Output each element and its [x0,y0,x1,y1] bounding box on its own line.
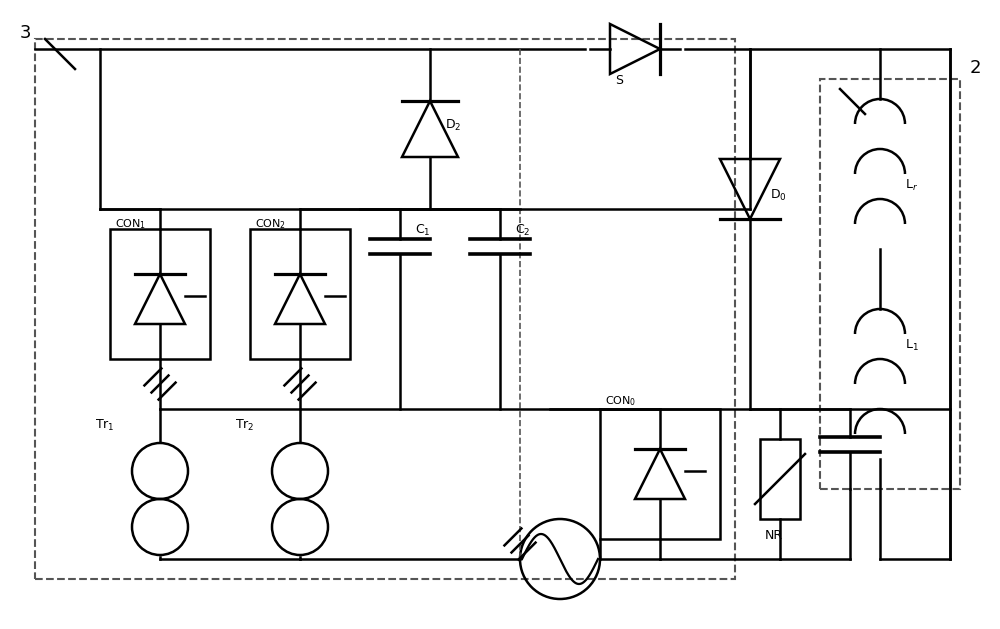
Text: D$_2$: D$_2$ [445,118,461,133]
Bar [250,229,350,359]
Text: 3: 3 [20,24,32,42]
Bar [820,79,960,489]
Bar [35,39,735,579]
Text: Tr$_2$: Tr$_2$ [235,418,255,433]
Bar [760,439,800,519]
Bar [110,229,210,359]
Text: C$_1$: C$_1$ [415,223,431,238]
Text: CON$_0$: CON$_0$ [605,394,636,408]
Text: NR: NR [765,529,783,542]
Text: L$_r$: L$_r$ [905,178,918,193]
Text: Tr$_1$: Tr$_1$ [95,418,115,433]
Text: CON$_2$: CON$_2$ [255,217,286,231]
Text: C$_2$: C$_2$ [515,223,530,238]
Text: D$_0$: D$_0$ [770,188,787,203]
Text: S: S [615,74,623,87]
Text: CON$_1$: CON$_1$ [115,217,146,231]
Text: L$_1$: L$_1$ [905,338,919,353]
Text: 2: 2 [970,59,982,77]
Bar [600,409,720,539]
